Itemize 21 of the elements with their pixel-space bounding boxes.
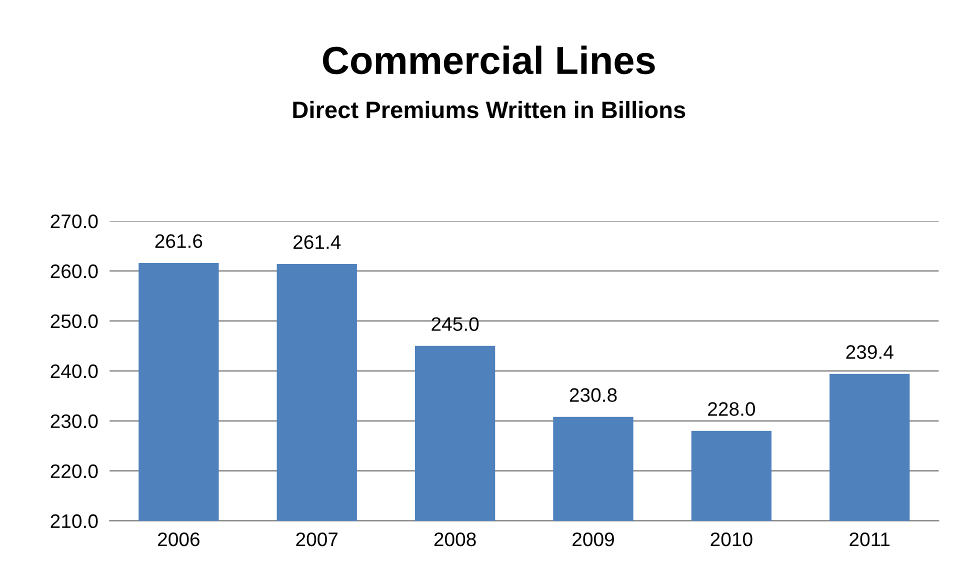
data-label: 245.0 <box>432 317 479 331</box>
x-tick-label: 2007 <box>296 532 338 546</box>
x-tick-label: 2011 <box>850 532 890 546</box>
data-label: 228.0 <box>708 402 755 416</box>
data-label: 261.6 <box>155 234 202 248</box>
chart-title: Commercial Lines <box>322 46 655 74</box>
y-tick-label: 230.0 <box>50 414 98 428</box>
data-label: 230.8 <box>570 388 617 402</box>
chart-subtitle: Direct Premiums Written in Billions <box>293 100 686 118</box>
data-label: 261.4 <box>294 235 341 250</box>
y-tick-label: 270.0 <box>50 214 98 228</box>
x-tick-label: 2006 <box>158 532 200 546</box>
data-label: 239.4 <box>846 345 894 359</box>
x-tick-label: 2009 <box>572 532 614 546</box>
y-tick-label: 210.0 <box>50 514 98 528</box>
y-tick-label: 240.0 <box>50 364 98 378</box>
x-tick-label: 2010 <box>710 532 752 546</box>
x-tick-label: 2008 <box>434 532 476 546</box>
y-tick-label: 220.0 <box>50 464 98 478</box>
y-tick-label: 250.0 <box>50 314 98 328</box>
y-tick-label: 260.0 <box>50 264 98 278</box>
